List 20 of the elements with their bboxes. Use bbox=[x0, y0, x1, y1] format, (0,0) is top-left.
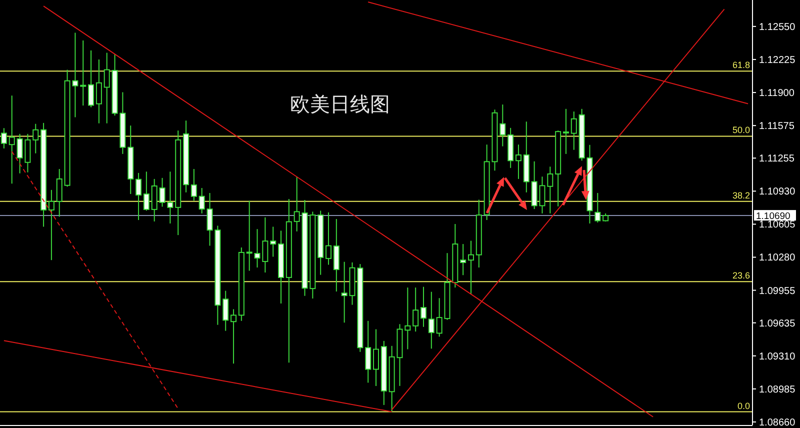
y-tick-label: 1.09955 bbox=[759, 286, 796, 297]
annotation: 0.0 bbox=[737, 400, 750, 411]
y-tick-label: 1.12225 bbox=[759, 54, 796, 66]
annotation: 50.0 bbox=[732, 125, 750, 136]
y-tick-label: 1.10930 bbox=[759, 186, 796, 198]
annotation: 61.8 bbox=[732, 60, 750, 70]
y-tick-label: 1.11255 bbox=[759, 154, 795, 165]
ref-line-label: 1.10690 bbox=[756, 210, 790, 222]
y-tick-label: 1.10605 bbox=[759, 220, 796, 231]
y-tick-label: 1.12550 bbox=[759, 22, 796, 33]
annotation: 38.2 bbox=[732, 190, 750, 200]
y-tick-label: 1.11900 bbox=[759, 88, 795, 100]
y-tick-label: 1.08660 bbox=[759, 417, 796, 428]
y-tick-label: 1.11575 bbox=[759, 121, 795, 132]
y-tick-label: 1.09635 bbox=[759, 318, 796, 330]
text: 欧美日线图 bbox=[290, 92, 390, 116]
y-tick-label: 1.10280 bbox=[759, 252, 796, 264]
annotation: 23.6 bbox=[732, 270, 750, 281]
y-tick-label: 1.08985 bbox=[759, 384, 796, 396]
y-tick-label: 1.09310 bbox=[759, 351, 796, 362]
